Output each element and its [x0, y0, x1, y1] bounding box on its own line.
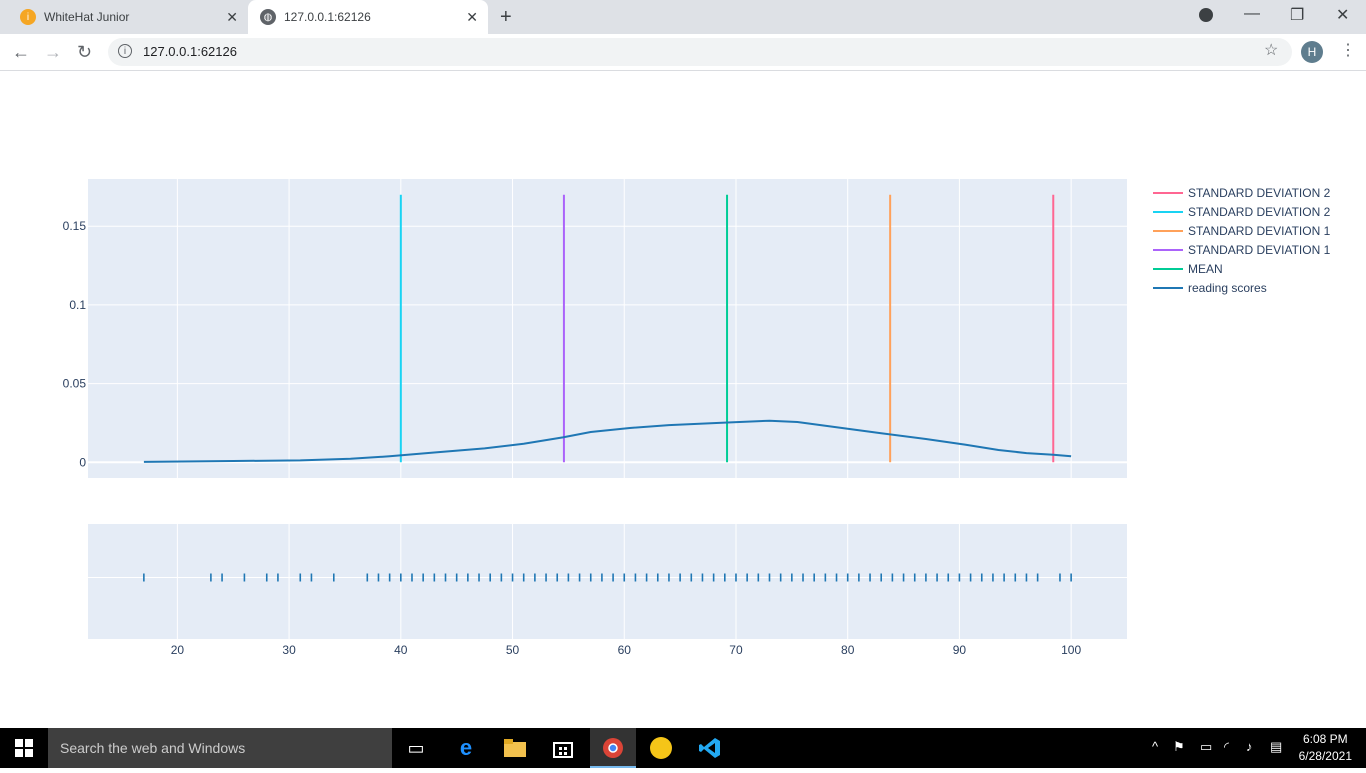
taskbar-clock[interactable]: 6:08 PM 6/28/2021 — [1299, 731, 1352, 765]
x-tick-label: 80 — [841, 643, 855, 657]
x-tick-label: 60 — [618, 643, 632, 657]
notification-icon[interactable]: ▤ — [1270, 739, 1283, 754]
x-tick-label: 100 — [1061, 643, 1081, 657]
legend-label: STANDARD DEVIATION 1 — [1188, 243, 1331, 257]
taskbar-search-input[interactable]: Search the web and Windows — [48, 728, 392, 768]
minimize-button[interactable]: — — [1244, 5, 1260, 22]
x-tick-label: 20 — [171, 643, 185, 657]
restore-button[interactable]: ❐ — [1290, 7, 1305, 24]
browser-toolbar: ← → ↻ i 127.0.0.1:62126 — [0, 34, 1366, 71]
emoji-app-icon[interactable] — [649, 736, 673, 760]
browser-tab-bar: i WhiteHat Junior ✕ ◍ 127.0.0.1:62126 ✕ … — [0, 0, 1366, 34]
info-icon[interactable]: i — [118, 44, 132, 58]
legend-label: STANDARD DEVIATION 2 — [1188, 186, 1331, 200]
reload-button[interactable]: ↻ — [77, 42, 93, 62]
rug-plot-background — [88, 524, 1127, 639]
tab-whitehat[interactable]: i WhiteHat Junior ✕ — [8, 0, 248, 34]
plotly-chart: 20 30 40 50 60 70 80 90 100 0 0.05 0.1 0.15 STANDARD … — [63, 179, 1331, 657]
profile-menu-icon[interactable] — [1199, 8, 1213, 22]
menu-icon[interactable]: ⋮ — [1340, 42, 1356, 59]
distribution-curve — [143, 419, 1072, 463]
chrome-taskbar-button[interactable] — [590, 728, 636, 768]
x-tick-label: 50 — [506, 643, 520, 657]
windows-logo-icon — [15, 739, 33, 757]
avatar[interactable]: H — [1301, 41, 1323, 63]
x-tick-label: 90 — [953, 643, 967, 657]
tab-title: WhiteHat Junior — [44, 10, 130, 24]
clock-date: 6/28/2021 — [1298, 749, 1352, 763]
url-text: 127.0.0.1:62126 — [143, 44, 237, 59]
y-tick-label: 0.15 — [63, 219, 87, 233]
legend-label: STANDARD DEVIATION 2 — [1188, 205, 1331, 219]
clock-time: 6:08 PM — [1302, 732, 1348, 746]
bookmark-star-icon[interactable]: ☆ — [1264, 42, 1279, 59]
back-button[interactable]: ← — [12, 42, 30, 62]
windows-taskbar: Search the web and Windows ▭ e ^ ⚑ ▭ ◜ ♪… — [0, 728, 1366, 768]
volume-icon[interactable]: ♪ — [1246, 739, 1253, 754]
close-window-button[interactable]: ✕ — [1336, 7, 1350, 24]
tab-title: 127.0.0.1:62126 — [284, 10, 371, 24]
edge-icon[interactable]: e — [459, 735, 473, 760]
tray-chevron-icon[interactable]: ^ — [1152, 739, 1159, 754]
legend-label: MEAN — [1188, 262, 1223, 276]
vscode-icon[interactable] — [698, 736, 722, 760]
y-tick-label: 0.05 — [63, 377, 87, 391]
legend-label: STANDARD DEVIATION 1 — [1188, 224, 1331, 238]
forward-button[interactable]: → — [44, 42, 62, 62]
start-button[interactable] — [0, 728, 48, 768]
new-tab-button[interactable]: + — [500, 6, 512, 28]
main-plot-background — [88, 179, 1127, 478]
address-bar[interactable]: i 127.0.0.1:62126 — [108, 38, 1292, 66]
y-tick-label: 0.1 — [69, 298, 86, 312]
close-tab-icon[interactable]: ✕ — [466, 9, 478, 25]
y-tick-label: 0 — [79, 455, 86, 469]
store-icon[interactable] — [551, 736, 575, 760]
tab-localhost[interactable]: ◍ 127.0.0.1:62126 ✕ — [248, 0, 488, 34]
x-tick-label: 40 — [394, 643, 408, 657]
wifi-icon[interactable]: ◜ — [1224, 739, 1230, 754]
battery-icon[interactable]: ▭ — [1200, 739, 1213, 754]
legend-label: reading scores — [1188, 281, 1267, 295]
x-tick-label: 30 — [282, 643, 296, 657]
globe-icon: ◍ — [260, 9, 276, 25]
file-explorer-icon[interactable] — [503, 736, 527, 760]
x-tick-label: 70 — [729, 643, 743, 657]
whitehat-favicon-icon: i — [20, 9, 36, 25]
close-tab-icon[interactable]: ✕ — [226, 9, 238, 25]
task-view-icon[interactable]: ▭ — [407, 737, 425, 758]
tray-app-icon[interactable]: ⚑ — [1173, 739, 1185, 754]
